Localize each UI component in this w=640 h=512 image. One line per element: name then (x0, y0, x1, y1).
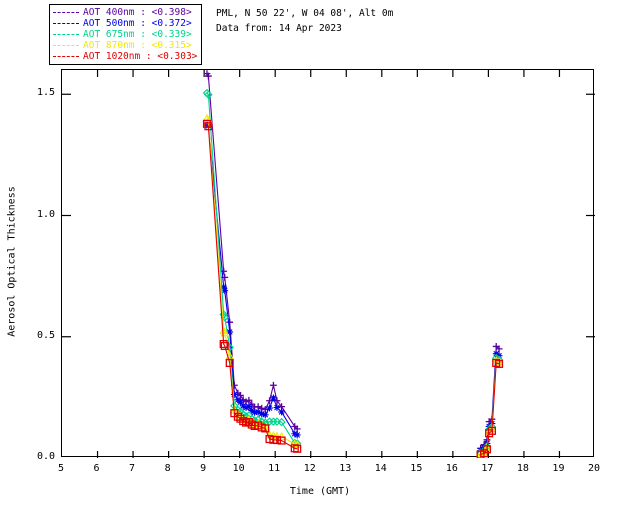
marker-star (293, 431, 301, 439)
legend-dash-icon (53, 45, 79, 46)
marker-square (202, 119, 212, 128)
x-tick-label: 18 (516, 463, 529, 474)
marker-star (258, 410, 266, 418)
marker-star (278, 408, 285, 416)
series-aot-500nm (203, 119, 503, 455)
marker-star (242, 404, 250, 411)
x-tick-label: 5 (57, 463, 65, 474)
marker-square (261, 424, 270, 433)
marker-star (220, 283, 228, 291)
legend-aot-500: AOT 500nm : <0.372> (53, 18, 197, 29)
x-tick-label: 11 (268, 463, 281, 474)
marker-plus (245, 396, 253, 404)
marker-square (277, 436, 286, 445)
marker-plus (495, 345, 503, 353)
x-tick-label: 17 (481, 463, 494, 474)
marker-square (495, 359, 504, 368)
chart-title-block: PML, N 50 22', W 04 08', Alt 0m Data fro… (216, 6, 393, 36)
legend-label: AOT 1020nm : <0.303> (83, 51, 198, 62)
x-axis-label: Time (GMT) (289, 486, 351, 497)
marker-star (230, 391, 238, 398)
marker-diamond (204, 90, 213, 99)
legend-aot-400: AOT 400nm : <0.398> (53, 7, 197, 18)
marker-star (226, 328, 234, 336)
legend-dash-icon (53, 12, 79, 13)
marker-square (225, 358, 234, 367)
x-tick-label: 13 (339, 463, 352, 474)
marker-star (248, 407, 256, 414)
series-line (206, 123, 298, 450)
marker-star (254, 408, 262, 416)
x-tick-label: 9 (200, 463, 207, 474)
y-tick-label: 0.5 (36, 329, 55, 341)
title-location: PML, N 50 22', W 04 08', Alt 0m (216, 8, 394, 19)
x-tick-label: 12 (303, 463, 316, 474)
series-aot-400nm (203, 70, 503, 452)
series-line (480, 362, 500, 456)
y-tick-label: 1.0 (36, 208, 55, 220)
series-line (480, 357, 500, 454)
y-axis-label: Aerosol Optical Thickness (6, 186, 18, 337)
marker-star (291, 430, 299, 438)
marker-diamond (277, 417, 286, 427)
series-line (206, 73, 298, 430)
legend-label: AOT 500nm : <0.372> (83, 18, 192, 29)
x-tick-label: 19 (552, 463, 565, 474)
series-line (206, 92, 298, 444)
marker-diamond (269, 417, 278, 426)
marker-square (220, 341, 229, 351)
marker-plus (270, 381, 277, 389)
marker-square (487, 426, 497, 435)
legend-dash-icon (53, 23, 79, 24)
marker-star (251, 409, 258, 416)
legend-aot-1020: AOT 1020nm : <0.303> (53, 51, 197, 62)
marker-square (272, 436, 282, 445)
x-tick-label: 15 (410, 463, 423, 474)
y-tick-label: 0.0 (36, 451, 55, 462)
legend-aot-870: AOT 870nm : <0.315> (53, 40, 197, 51)
marker-square (204, 122, 213, 131)
x-tick-label: 14 (374, 463, 387, 474)
title-date: Data from: 14 Apr 2023 (216, 23, 342, 34)
marker-square (219, 339, 228, 349)
series-line (206, 118, 298, 446)
legend-label: AOT 675nm : <0.339> (83, 29, 192, 40)
marker-star (492, 350, 500, 358)
marker-square (293, 444, 302, 453)
x-tick-label: 6 (93, 463, 100, 474)
legend-label: AOT 400nm : <0.398> (83, 7, 192, 18)
legend-label: AOT 870nm : <0.315> (83, 40, 192, 51)
marker-star (266, 404, 273, 412)
marker-star (234, 396, 242, 404)
plot-area (61, 69, 595, 458)
series-line (206, 123, 298, 436)
y-tick-label: 1.5 (36, 87, 55, 99)
marker-plus (204, 72, 212, 80)
series-aot-1020nm (202, 119, 504, 458)
marker-star (221, 287, 229, 295)
x-tick-label: 10 (232, 463, 245, 474)
x-tick-label: 7 (129, 463, 136, 474)
legend-aot-675: AOT 675nm : <0.339> (53, 29, 197, 40)
plot-svg (62, 70, 595, 458)
marker-plus (220, 267, 228, 275)
marker-star (245, 403, 253, 410)
x-tick-label: 16 (445, 463, 458, 474)
marker-star (273, 404, 281, 411)
legend-dash-icon (53, 56, 79, 57)
chart-legend: AOT 400nm : <0.398> AOT 500nm : <0.372> AO… (49, 4, 203, 65)
x-tick-label: 20 (587, 463, 601, 474)
marker-star (236, 398, 244, 406)
marker-star (261, 411, 269, 419)
marker-square (482, 445, 492, 454)
marker-square (233, 412, 242, 421)
marker-star (239, 402, 247, 410)
marker-plus (226, 318, 234, 326)
legend-dash-icon (53, 34, 79, 35)
marker-plus (293, 425, 301, 433)
marker-star (270, 394, 277, 402)
x-tick-label: 8 (164, 463, 171, 474)
